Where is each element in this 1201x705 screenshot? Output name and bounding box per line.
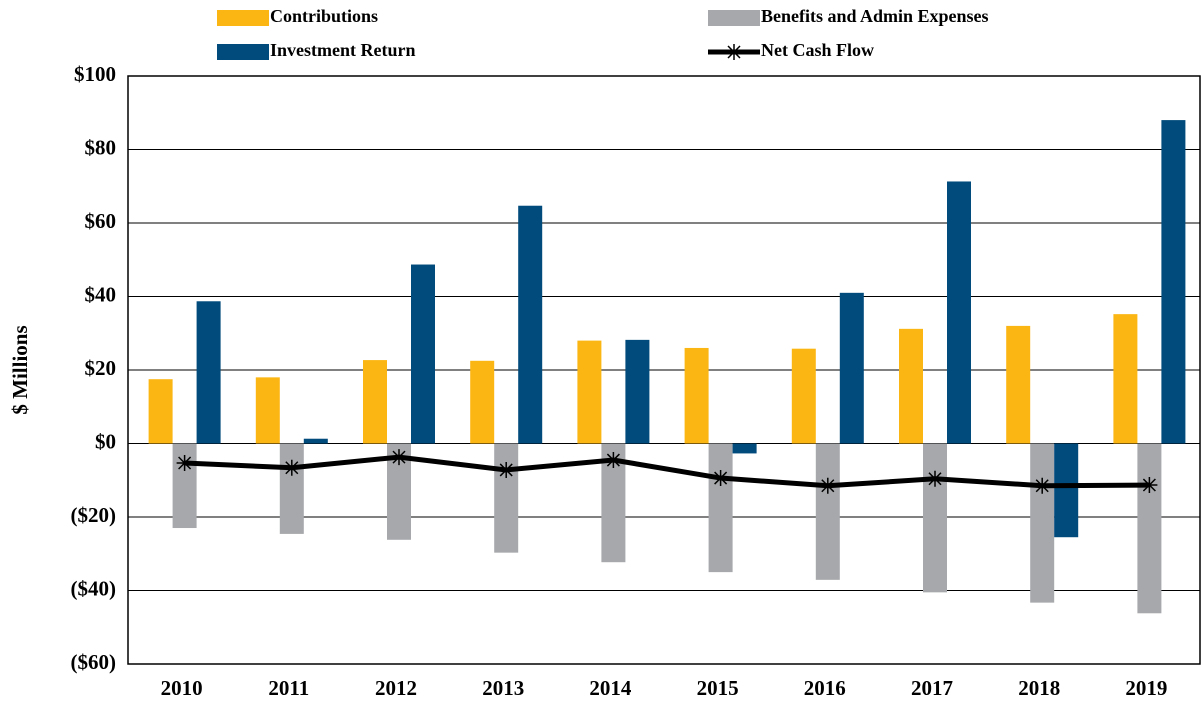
legend-label: Net Cash Flow (761, 40, 874, 60)
x-tick-label: 2011 (268, 676, 309, 700)
x-tick-label: 2018 (1018, 676, 1060, 700)
bar (791, 348, 816, 444)
y-axis-label: $ Millions (8, 325, 32, 414)
bar (518, 205, 543, 444)
y-tick-label: $80 (85, 135, 117, 159)
x-tick-label: 2010 (161, 676, 203, 700)
bar (255, 377, 280, 444)
x-tick-label: 2013 (482, 676, 524, 700)
marker (1141, 477, 1158, 494)
x-tick-label: 2012 (375, 676, 417, 700)
marker (498, 461, 515, 478)
bar (732, 443, 757, 454)
y-tick-label: ($20) (71, 503, 117, 527)
marker (605, 452, 622, 469)
marker (1034, 477, 1051, 494)
bar (1137, 443, 1162, 614)
bar (1030, 443, 1055, 603)
x-tick-label: 2019 (1125, 676, 1167, 700)
bar (1054, 443, 1079, 538)
x-tick-label: 2015 (697, 676, 739, 700)
y-tick-label: $20 (85, 356, 117, 380)
marker (176, 454, 193, 471)
y-tick-label: ($40) (71, 576, 117, 600)
x-tick-label: 2014 (589, 676, 632, 700)
y-tick-label: $0 (95, 429, 116, 453)
bar (411, 264, 435, 444)
marker (283, 459, 300, 476)
bar (148, 379, 173, 444)
x-tick-label: 2017 (911, 676, 953, 700)
bar (470, 360, 495, 444)
bar (1113, 314, 1138, 444)
bar (839, 292, 864, 444)
legend-swatch (217, 10, 269, 26)
marker (819, 477, 836, 494)
legend-label: Contributions (270, 6, 378, 26)
bar (494, 443, 519, 553)
bar (196, 301, 221, 444)
marker (391, 449, 407, 466)
legend-label: Investment Return (270, 40, 416, 60)
marker (927, 470, 943, 487)
bar (577, 340, 602, 444)
line (184, 454, 1150, 489)
bar (947, 181, 971, 444)
y-tick-label: ($60) (71, 650, 117, 674)
bar (279, 443, 304, 534)
y-tick-label: $60 (85, 209, 117, 233)
x-tick-label: 2016 (804, 676, 846, 700)
bar (1161, 120, 1186, 444)
legend-marker (727, 44, 741, 60)
bar (684, 347, 709, 444)
bar (815, 443, 840, 580)
legend-label: Benefits and Admin Expenses (761, 6, 989, 26)
legend-swatch (217, 44, 269, 60)
bar (303, 438, 328, 444)
y-tick-label: $100 (74, 62, 116, 86)
bar (923, 443, 947, 593)
bar (363, 360, 387, 444)
marker (712, 470, 729, 487)
plot-frame (127, 75, 1201, 665)
legend-swatch (708, 10, 760, 26)
bar (1006, 325, 1031, 444)
bar (899, 328, 923, 444)
bar (625, 339, 650, 444)
y-tick-label: $40 (85, 282, 117, 306)
bar (708, 443, 733, 573)
